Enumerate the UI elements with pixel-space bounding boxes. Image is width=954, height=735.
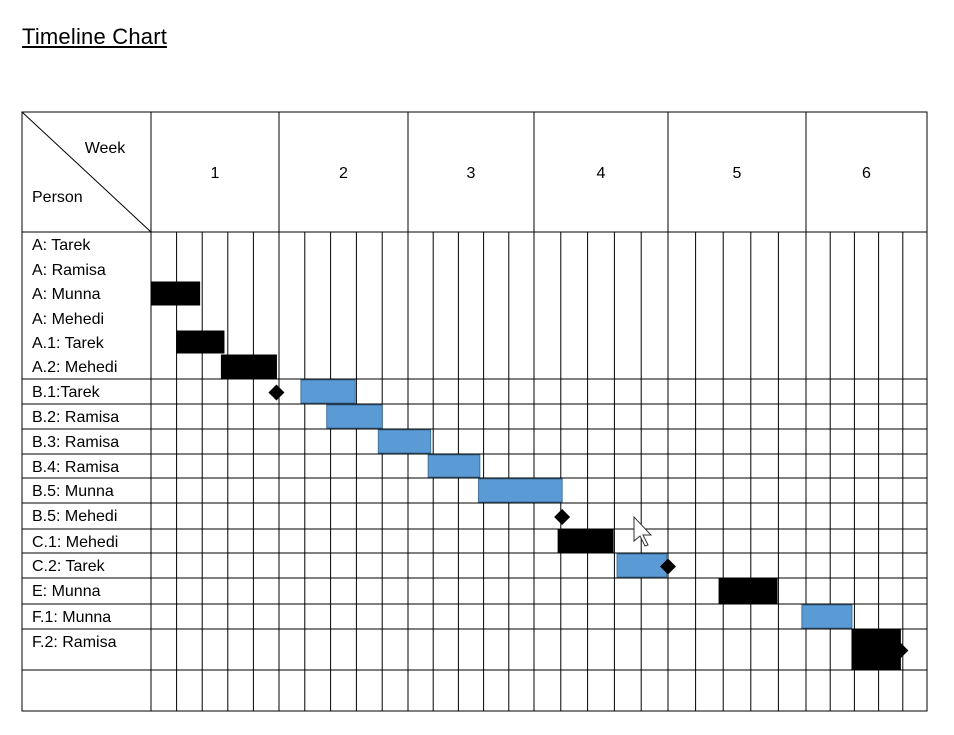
header-diagonal: [21, 111, 152, 233]
task-bar-black: [557, 529, 614, 553]
week-number-label: 4: [597, 165, 606, 182]
week-number-label: 6: [862, 165, 871, 182]
page-title: Timeline Chart: [22, 24, 168, 49]
chart-grid: [21, 111, 928, 712]
week-number-label: 3: [467, 165, 476, 182]
row-label: F.1: Munna: [32, 609, 111, 626]
row-label: A: Ramisa: [32, 262, 106, 279]
milestone-diamond: [268, 384, 285, 401]
row-label: A.1: Tarek: [32, 335, 105, 352]
week-number-label: 2: [339, 165, 348, 182]
milestone-diamond: [554, 509, 571, 525]
row-label: A: Mehedi: [32, 311, 104, 328]
task-bar-blue: [478, 478, 563, 503]
task-bar-blue: [326, 404, 383, 429]
week-number-label: 1: [211, 165, 220, 182]
row-label: F.2: Ramisa: [32, 634, 117, 651]
person-header-label: Person: [32, 189, 83, 206]
row-label: A.2: Mehedi: [32, 359, 117, 376]
task-bar-black: [176, 330, 225, 354]
row-label: E: Munna: [32, 583, 101, 600]
task-bar-blue: [616, 553, 668, 578]
row-label: B.5: Mehedi: [32, 508, 117, 525]
task-bar-black: [150, 281, 201, 306]
week-number-label: 5: [733, 165, 742, 182]
row-label: B.1:Tarek: [32, 384, 101, 401]
task-bar-blue: [300, 379, 356, 404]
task-bar-black: [220, 354, 277, 379]
row-label: A: Munna: [32, 286, 101, 303]
chart-labels: Week Person 1 2 3 4 5 6 A: Tarek A: Ramisa A: Munn…: [32, 140, 871, 651]
row-label: A: Tarek: [32, 237, 91, 254]
chart-bars: [150, 281, 909, 670]
task-bar-blue: [801, 604, 853, 629]
task-bar-black: [851, 629, 901, 670]
row-label: C.1: Mehedi: [32, 534, 118, 551]
row-label: B.3: Ramisa: [32, 434, 119, 451]
milestone-diamond: [660, 558, 676, 575]
task-bar-blue: [427, 454, 481, 478]
row-label: C.2: Tarek: [32, 558, 106, 575]
task-bar-blue: [377, 429, 432, 454]
row-label: B.4: Ramisa: [32, 459, 119, 476]
row-label: B.2: Ramisa: [32, 409, 119, 426]
week-header-label: Week: [85, 140, 127, 157]
row-label: B.5: Munna: [32, 483, 114, 500]
task-bar-black: [718, 578, 778, 604]
table-border: [21, 111, 928, 712]
milestone-diamond: [892, 642, 909, 659]
mouse-cursor-icon: [633, 515, 653, 547]
